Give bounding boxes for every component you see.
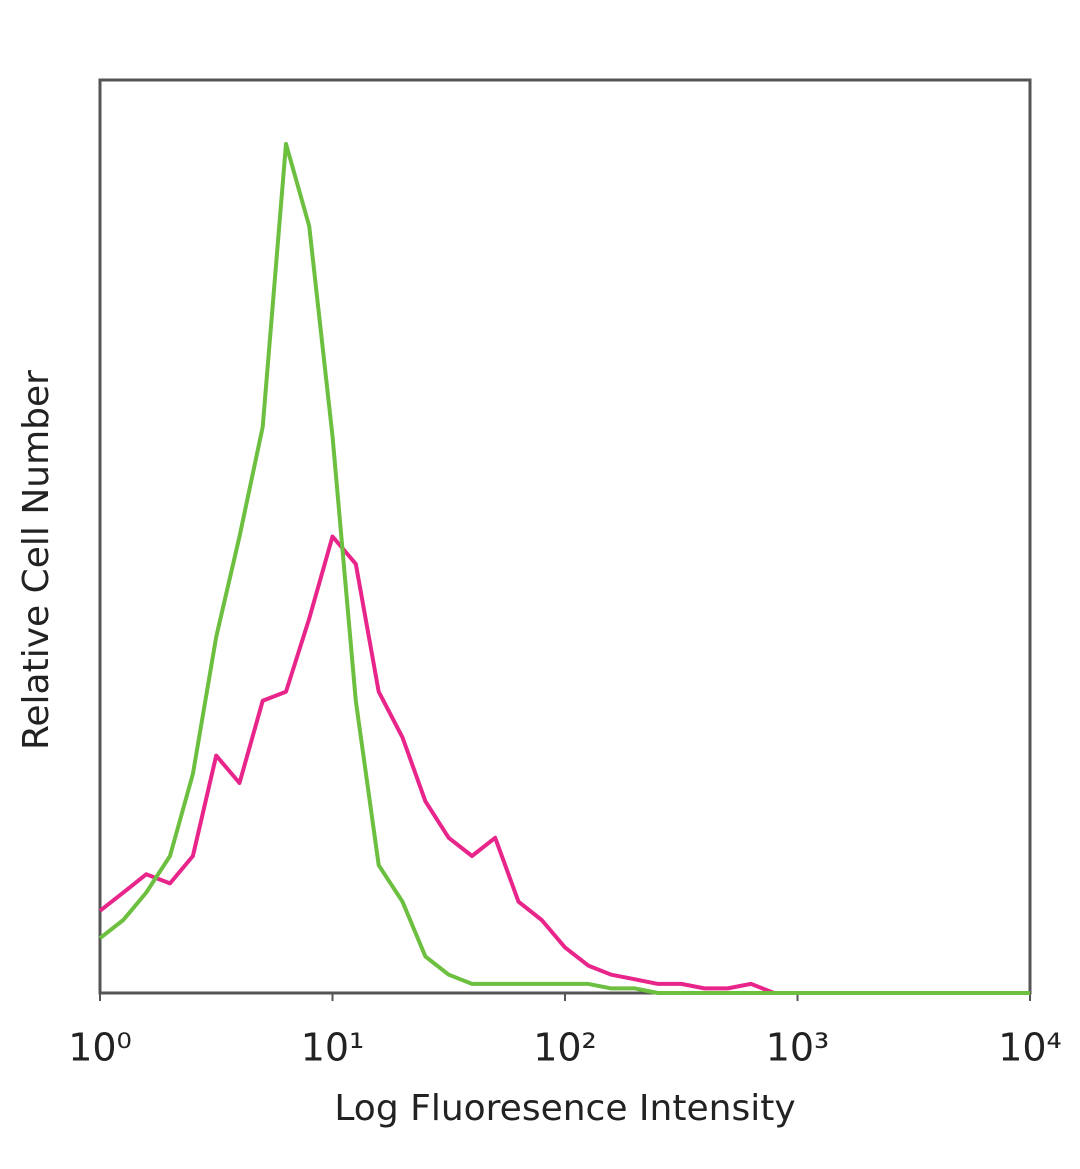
x-tick-label: 10¹ [301, 1026, 365, 1070]
x-tick-label: 10⁴ [998, 1026, 1062, 1070]
histogram-line [98, 534, 1030, 995]
x-tick-label: 10² [533, 1026, 597, 1070]
x-tick-label: 10⁰ [68, 1026, 132, 1070]
histogram-line [98, 141, 1030, 995]
x-tick-label: 10³ [766, 1026, 830, 1070]
y-axis-label: Relative Cell Number [16, 370, 57, 750]
x-axis-label: Log Fluoresence Intensity [334, 1088, 795, 1129]
